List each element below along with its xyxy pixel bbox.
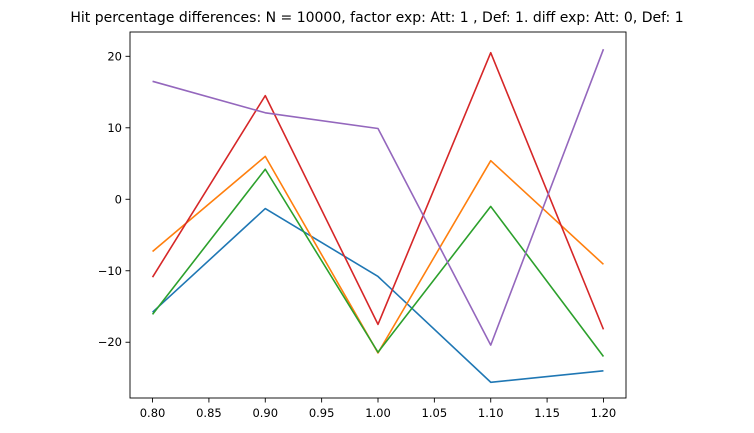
x-tick-label: 1.20 [591, 406, 617, 420]
series-line-3 [151, 168, 605, 358]
x-tick-label: 0.90 [252, 406, 278, 420]
y-tick-label: 10 [107, 121, 122, 135]
x-tick-label: 1.10 [478, 406, 504, 420]
x-tick-label: 0.95 [309, 406, 335, 420]
y-tick-label: 20 [107, 49, 122, 63]
series-line-1 [152, 207, 604, 384]
y-axis-ticks: −20 −10 0 10 20 [98, 49, 130, 349]
y-tick-label: 0 [115, 192, 122, 206]
y-tick-label: −20 [98, 335, 122, 349]
x-axis-ticks: 0.80 0.85 0.90 0.95 1.00 1.05 1.10 1.15 1.20 [140, 398, 617, 420]
x-tick-label: 1.15 [534, 406, 560, 420]
plot-area-frame [129, 31, 627, 399]
chart-title: Hit percentage differences: N = 10000, f… [70, 10, 683, 26]
y-tick-label: −10 [98, 264, 122, 278]
series-layer [151, 48, 605, 384]
x-tick-label: 1.00 [365, 406, 391, 420]
x-tick-label: 1.05 [422, 406, 448, 420]
x-tick-label: 0.85 [196, 406, 222, 420]
x-tick-label: 0.80 [140, 406, 166, 420]
series-line-4 [151, 51, 605, 330]
series-line-5 [152, 48, 605, 346]
